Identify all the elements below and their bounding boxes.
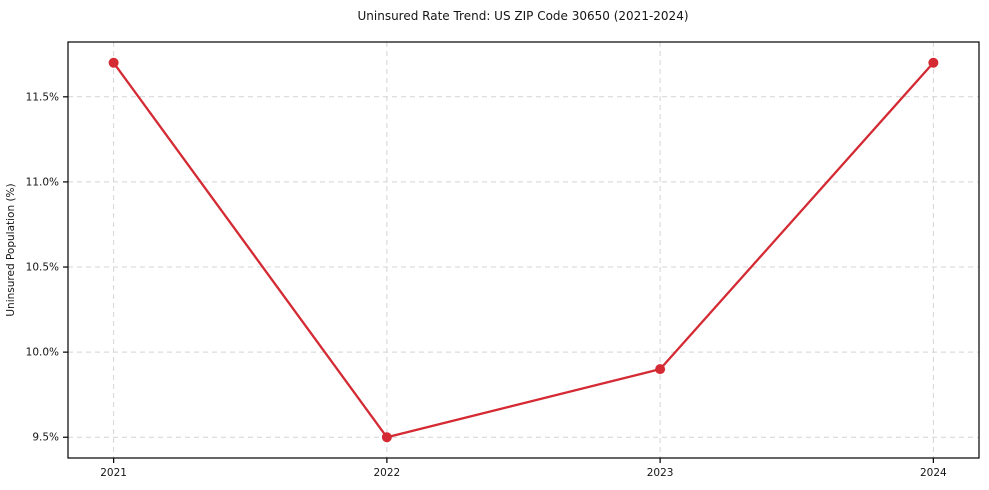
data-point-marker <box>108 57 119 68</box>
y-axis-label: Uninsured Population (%) <box>5 183 17 316</box>
gridlines <box>68 42 979 458</box>
axis-ticks: 9.5% 10.0% 10.5% 11.0% 11.5% 2021 2022 2023 2024 <box>26 91 947 479</box>
data-series <box>108 57 939 443</box>
y-tick-label: 11.0% <box>26 176 59 188</box>
chart-line <box>112 61 935 439</box>
y-tick-label: 10.0% <box>26 347 59 359</box>
plot-border <box>67 41 980 459</box>
y-tick-label: 9.5% <box>32 432 59 444</box>
data-point-marker <box>381 432 392 443</box>
y-tick-label: 11.5% <box>26 91 59 103</box>
x-tick-label: 2021 <box>100 467 127 479</box>
x-tick-label: 2022 <box>374 467 401 479</box>
x-tick-label: 2023 <box>647 467 674 479</box>
data-point-marker <box>928 57 939 68</box>
x-tick-label: 2024 <box>920 467 947 479</box>
chart-title: Uninsured Rate Trend: US ZIP Code 30650 … <box>357 9 688 23</box>
data-point-marker <box>655 364 666 375</box>
y-tick-label: 10.5% <box>26 262 59 274</box>
